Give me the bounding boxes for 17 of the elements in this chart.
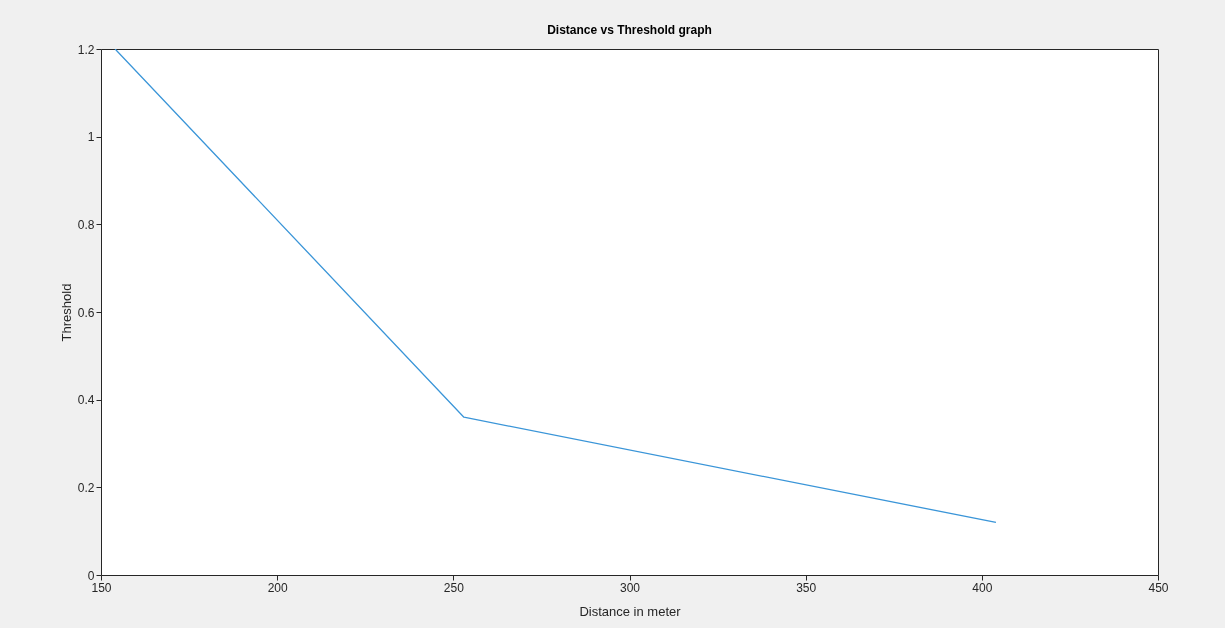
chart-title: Distance vs Threshold graph xyxy=(547,23,712,37)
x-tick-label: 200 xyxy=(267,580,288,595)
x-tick-label: 400 xyxy=(972,580,993,595)
y-tick-label: 0.6 xyxy=(77,305,95,320)
x-tick-label: 250 xyxy=(443,580,465,595)
x-tick-label: 150 xyxy=(91,580,112,595)
x-tick-label: 450 xyxy=(1148,580,1169,595)
y-tick-label: 1.2 xyxy=(77,42,95,57)
y-tick-label: 0.2 xyxy=(77,480,95,495)
y-axis-title: Threshold xyxy=(58,283,74,342)
y-tick-label: 1 xyxy=(87,130,95,145)
x-tick-label: 300 xyxy=(619,580,641,595)
y-tick-label: 0.8 xyxy=(77,217,95,232)
y-tick-label: 0 xyxy=(87,568,95,583)
x-axis-title: Distance in meter xyxy=(579,603,682,619)
y-tick-label: 0.4 xyxy=(77,393,95,408)
x-tick-label: 350 xyxy=(796,580,817,595)
